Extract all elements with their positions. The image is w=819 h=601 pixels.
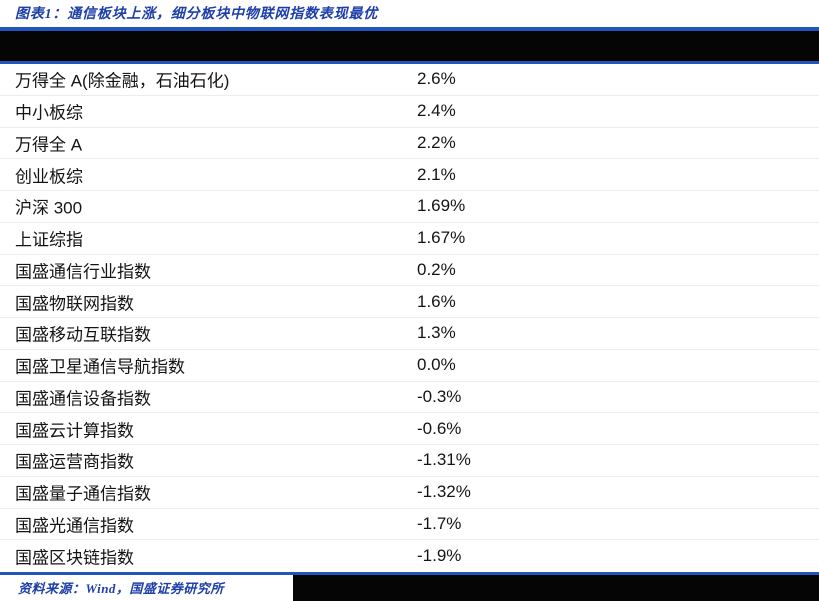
index-name: 国盛光通信指数 [15, 516, 134, 536]
index-return-value: 1.3% [417, 323, 456, 343]
source-note: 资料来源：Wind，国盛证券研究所 [18, 581, 224, 596]
index-return-value: 2.4% [417, 101, 456, 121]
table-row: 国盛光通信指数 -1.7% [0, 509, 819, 541]
table-row: 国盛卫星通信导航指数 0.0% [0, 350, 819, 382]
table-row: 国盛移动互联指数 1.3% [0, 318, 819, 350]
index-name: 国盛通信设备指数 [15, 389, 151, 409]
index-name: 万得全 A [15, 135, 83, 155]
table-header-band [0, 31, 819, 61]
index-name: 国盛移动互联指数 [15, 325, 151, 345]
index-name: 国盛区块链指数 [15, 548, 134, 568]
index-name: 国盛运营商指数 [15, 452, 134, 472]
index-return-value: 2.6% [417, 69, 456, 89]
table-row: 中小板综 2.4% [0, 96, 819, 128]
table-row: 万得全 A 2.2% [0, 128, 819, 160]
index-return-value: -1.32% [417, 482, 471, 502]
index-return-value: 1.67% [417, 228, 466, 248]
index-name: 创业板综 [15, 167, 83, 187]
table-row: 创业板综 2.1% [0, 159, 819, 191]
index-return-value: 0.0% [417, 355, 456, 375]
index-return-value: 1.6% [417, 291, 456, 311]
footer-black-band [293, 575, 819, 601]
index-return-value: -0.3% [417, 386, 462, 406]
table-row: 国盛通信行业指数 0.2% [0, 255, 819, 287]
table-top-rule [0, 61, 819, 64]
index-return-value: 2.2% [417, 132, 456, 152]
index-return-value: -0.6% [417, 418, 462, 438]
index-name: 国盛通信行业指数 [15, 262, 151, 282]
index-name: 中小板综 [15, 103, 83, 123]
index-name: 国盛卫星通信导航指数 [15, 357, 185, 377]
index-name: 国盛云计算指数 [15, 421, 134, 441]
index-name: 万得全 A(除金融，石油石化) [15, 71, 230, 91]
table-row: 万得全 A(除金融，石油石化) 2.6% [0, 64, 819, 96]
footer-strip: 资料来源：Wind，国盛证券研究所 [0, 575, 819, 601]
table-row: 国盛量子通信指数 -1.32% [0, 477, 819, 509]
table-row: 国盛云计算指数 -0.6% [0, 413, 819, 445]
index-name: 国盛量子通信指数 [15, 484, 151, 504]
index-returns-table: 万得全 A(除金融，石油石化) 2.6% 中小板综 2.4% 万得全 A 2.2… [0, 64, 819, 572]
index-name: 国盛物联网指数 [15, 294, 134, 314]
table-row: 沪深 300 1.69% [0, 191, 819, 223]
table-row: 国盛通信设备指数 -0.3% [0, 382, 819, 414]
table-row: 上证综指 1.67% [0, 223, 819, 255]
title-underline-rule [0, 27, 819, 31]
index-return-value: -1.31% [417, 450, 471, 470]
index-name: 上证综指 [15, 230, 83, 250]
index-return-value: 2.1% [417, 164, 456, 184]
index-return-value: -1.7% [417, 513, 462, 533]
index-return-value: 0.2% [417, 259, 456, 279]
figure-title: 图表1：通信板块上涨，细分板块中物联网指数表现最优 [15, 7, 378, 22]
index-return-value: 1.69% [417, 196, 466, 216]
table-row: 国盛物联网指数 1.6% [0, 286, 819, 318]
table-row: 国盛区块链指数 -1.9% [0, 540, 819, 572]
index-return-value: -1.9% [417, 546, 462, 566]
table-row: 国盛运营商指数 -1.31% [0, 445, 819, 477]
table-bottom-rule [0, 572, 819, 575]
index-name: 沪深 300 [15, 198, 83, 218]
